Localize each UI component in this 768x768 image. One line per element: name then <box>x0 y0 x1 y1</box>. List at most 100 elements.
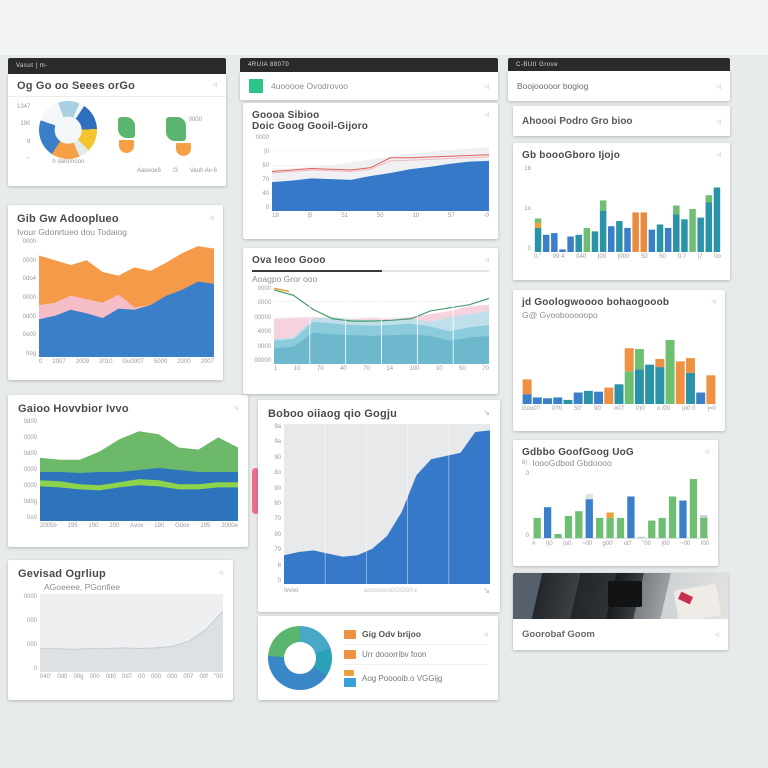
y-axis-ticks: 9a 9a 90 8o 90 80 70 90 79 8 0 <box>268 424 284 584</box>
tick-label: 19 <box>272 213 279 219</box>
footer-label-mid: /3 <box>172 168 178 174</box>
tick-label: 00f <box>199 674 208 680</box>
card-photo-item[interactable]: Goorobaf Goom ◃ <box>513 573 728 650</box>
card-link-row-2[interactable]: Ahoooi Podro Gro bioo ◃ <box>513 106 730 136</box>
card-link-row-1[interactable]: Boojooooor bogiog ◃ <box>508 71 730 101</box>
mini-chart-shape-group <box>118 116 136 153</box>
chevron-left-icon[interactable]: ◃ <box>483 628 488 639</box>
tick-label: 200 <box>109 523 120 529</box>
card-donut-breakdown[interactable]: Gig Odv brijoo ◃ Urr dooorribv foon Aog … <box>258 616 498 700</box>
chevron-left-icon[interactable]: ◃ <box>714 629 719 639</box>
card-bars-mixed[interactable]: Gb boooGboro Ijojo ◃ 1b 1o 0 0." 09 4 040 |00… <box>513 143 730 280</box>
chevron-left-icon[interactable]: ◃ <box>484 80 489 91</box>
tick-label: 2009 <box>75 359 90 365</box>
x-axis-ticks: 19 |5 51 50 10 57 -0 <box>272 211 489 219</box>
resize-icon[interactable]: ↘ <box>483 586 490 595</box>
tick-label: 0000 <box>23 435 37 441</box>
pie-hole <box>55 116 82 144</box>
donut-legend-row[interactable]: Gig Odv brijoo ◃ <box>344 624 488 644</box>
tick-label: 040' <box>40 674 52 680</box>
card-average-grow[interactable]: Ova Ieoo Gooo ◃ Aoagpo Gror ooo 0000 0000… <box>243 248 498 394</box>
tick-label: 50' <box>574 406 582 412</box>
chevron-left-icon[interactable]: ◃ <box>218 567 223 577</box>
tick-label: 09 4 <box>552 254 565 260</box>
tick-label: 8 <box>277 562 281 569</box>
window-titlebar-left-text: Vasut | m- <box>16 63 48 69</box>
divider <box>8 96 226 97</box>
card-green-blue-bars[interactable]: Gdbbo GoofGoog UoG ◃ 6) IoooGdbod Gbdooo… <box>513 440 718 566</box>
chevron-left-icon[interactable]: ◃ <box>704 446 709 456</box>
link-row-2-label: Ahoooi Podro Gro bioo <box>522 115 633 127</box>
pink-sliver-decoration <box>252 468 259 514</box>
cluster-value-label: 0000 <box>188 116 202 123</box>
tick-label: 2010 <box>99 359 113 365</box>
window-titlebar-right-text: C-BUII Grove <box>516 61 559 68</box>
tick-label: 0d00 <box>22 313 36 320</box>
legend-swatch-green <box>249 79 263 93</box>
tick-label: 0)0 <box>636 406 645 412</box>
x-axis-ticks: 0 2007 2009 2010 Gu0007 5000 2000 2007 <box>39 357 214 365</box>
tick-label: 70 <box>262 177 269 183</box>
tick-label: 0000 <box>23 467 37 473</box>
tick-label: 2007 <box>200 359 214 365</box>
card-stacked-bars[interactable]: jd Goologwoooo bohaogooob ◃ G@ Gvooboooo… <box>513 290 725 431</box>
card-green-blue-bars-subtitle: IoooGdbod Gbdoooo <box>532 458 612 468</box>
tick-label: 0 <box>525 471 529 477</box>
window-titlebar-left: Vasut | m- <box>8 58 226 74</box>
card-big-growth[interactable]: Boboo oiiaog qio Gogju ↘ 9a 9a 90 8o 90 80 70 9… <box>258 400 500 612</box>
tick-label: 2005b <box>40 523 57 529</box>
tick-label: 0000 <box>257 286 271 292</box>
chevron-left-icon[interactable]: ◃ <box>716 115 721 126</box>
tick-label: ~ <box>26 155 31 162</box>
card-adoption-area[interactable]: Gib Gw Adooplueo ◃ Ivour Gdonrtueo dou T… <box>8 205 223 380</box>
chevron-left-icon[interactable]: ◃ <box>212 79 217 89</box>
card-gray-trend[interactable]: Gevisad Ogrliup ◃ AGoeeee, PGonfiee 0000… <box>8 560 233 700</box>
chevron-left-icon[interactable]: ◃ <box>484 254 489 264</box>
card-sales-origin-title: Og Go oo Seees orGo <box>17 80 136 92</box>
y-axis-ticks: 0000 000 000 0 <box>18 594 40 672</box>
donut-legend-row[interactable]: Aog Pooooib.o VGGijg <box>344 664 488 692</box>
card-gray-trend-subtitle: AGoeeee, PGonfiee <box>44 582 121 592</box>
card-green-blue-bars-title: Gdbbo GoofGoog UoG <box>522 447 634 458</box>
tick-label: Gu0007 <box>122 359 144 365</box>
resize-icon[interactable]: ↘ <box>483 408 490 417</box>
legend-strip-label: 4uooooe Ovodrovoo <box>271 81 349 91</box>
tick-label: 90' <box>594 406 602 412</box>
tick-label: ~00 <box>680 541 691 547</box>
card-newsletter-title: Gaioo Hovvbior Ivvo <box>18 403 129 415</box>
tick-label: 9a <box>274 424 281 430</box>
tick-label: 00000 <box>254 357 271 364</box>
legend-strip-card[interactable]: 4uooooe Ovodrovoo ◃ <box>240 72 498 100</box>
subtitle-prefix-badge: 6) <box>522 460 528 466</box>
card-sales-origin[interactable]: Og Go oo Seees orGo ◃ 1347 190 8 ~ h daromo… <box>8 74 226 186</box>
card-status-area[interactable]: Goooa Sibioo Doic Goog Gooil-Gijoro ◃ 00… <box>243 103 498 239</box>
chevron-left-icon[interactable]: ◃ <box>716 80 721 91</box>
tick-label: 1 <box>274 366 278 372</box>
legend-swatch-blue <box>344 678 356 687</box>
link-row-1-label: Boojooooor bogiog <box>517 81 589 91</box>
chevron-left-icon[interactable]: ◃ <box>484 109 489 119</box>
donut-legend-label: Gig Odv brijoo <box>362 629 422 639</box>
chevron-left-icon[interactable]: ◃ <box>209 212 214 222</box>
donut-legend-label: Urr dooorribv foon <box>362 650 427 659</box>
tick-label: |o0 <box>563 541 572 547</box>
chevron-left-icon[interactable]: ◃ <box>711 296 716 306</box>
blue-area-red-line-chart <box>272 135 489 211</box>
y-axis-ticks: 0000 |0 50 70 40 0 <box>252 135 272 211</box>
orange-droplet-shape <box>176 142 192 156</box>
x-axis-mid-label: aoooooooGGGG0-c <box>363 587 418 594</box>
tick-label: "00 <box>642 541 652 547</box>
tick-label: 0d00 <box>23 451 37 457</box>
tick-label: 190 <box>154 523 165 529</box>
card-newsletter-area[interactable]: Gaioo Hovvbior Ivvo ◃ 9d00 0000 0d00 0000 00… <box>8 395 248 547</box>
tick-label: 8 <box>27 138 31 145</box>
y-axis-ticks: 1b 1o 0 <box>522 166 534 252</box>
chevron-left-icon[interactable]: ◃ <box>233 402 238 412</box>
tick-label: Avov <box>130 523 144 529</box>
chevron-left-icon[interactable]: ◃ <box>716 149 721 159</box>
mini-chart-shape-group: 0000 <box>165 116 202 156</box>
tick-label: 9a <box>274 439 281 446</box>
y-axis-ticks: 0000 0000 0do4 0000 0d00 0o00 0og <box>17 239 39 357</box>
donut-legend-row[interactable]: Urr dooorribv foon <box>344 644 488 664</box>
